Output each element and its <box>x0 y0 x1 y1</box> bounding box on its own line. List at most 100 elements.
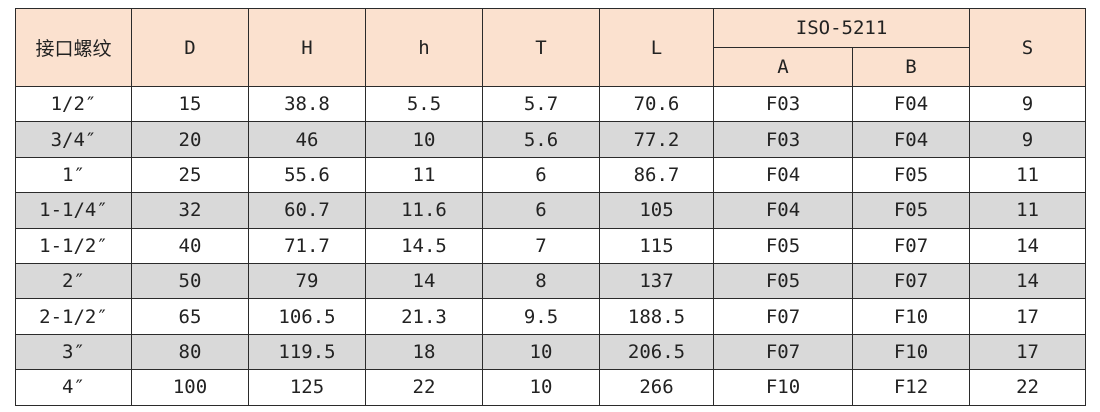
cell-thread: 3″ <box>15 333 132 371</box>
cell-iso-b: F05 <box>851 192 971 229</box>
cell-d: 32 <box>131 192 249 229</box>
cell-h-upper: 38.8 <box>248 85 366 123</box>
header-d: D <box>131 8 249 87</box>
cell-h-lower: 18 <box>365 333 483 371</box>
cell-thread: 1″ <box>15 156 132 194</box>
cell-h-lower: 14 <box>365 262 483 300</box>
cell-iso-a: F05 <box>713 262 853 300</box>
cell-s: 14 <box>969 227 1087 264</box>
cell-d: 40 <box>131 227 249 264</box>
cell-d: 50 <box>131 262 249 300</box>
header-a: A <box>713 47 853 87</box>
spec-table: 接口螺纹 D H h T L ISO-5211 S A B 1/2″ 15 38.8… <box>15 8 1087 406</box>
cell-t: 5.6 <box>482 121 600 158</box>
cell-s: 9 <box>969 85 1087 123</box>
table-row: 1/2″ 15 38.8 5.5 5.7 70.6 F03 F04 9 <box>15 85 1087 123</box>
cell-s: 11 <box>969 156 1087 194</box>
cell-t: 8 <box>482 262 600 300</box>
cell-h-lower: 10 <box>365 121 483 158</box>
cell-t: 9.5 <box>482 298 600 335</box>
cell-h-upper: 79 <box>248 262 366 300</box>
cell-l: 115 <box>599 227 714 264</box>
header-h-lower: h <box>365 8 483 87</box>
cell-iso-b: F12 <box>851 369 971 406</box>
table-row: 1″ 25 55.6 11 6 86.7 F04 F05 11 <box>15 156 1087 194</box>
cell-l: 77.2 <box>599 121 714 158</box>
cell-iso-a: F07 <box>713 333 853 371</box>
cell-l: 137 <box>599 262 714 300</box>
cell-h-upper: 119.5 <box>248 333 366 371</box>
cell-h-lower: 11.6 <box>365 192 483 229</box>
cell-h-upper: 106.5 <box>248 298 366 335</box>
cell-thread: 2″ <box>15 262 132 300</box>
cell-d: 20 <box>131 121 249 158</box>
table-row: 1-1/4″ 32 60.7 11.6 6 105 F04 F05 11 <box>15 192 1087 229</box>
header-iso-5211: ISO-5211 <box>712 8 971 48</box>
cell-t: 10 <box>482 369 600 406</box>
cell-iso-b: F07 <box>851 262 971 300</box>
header-b: B <box>851 47 971 87</box>
cell-h-lower: 11 <box>365 156 483 194</box>
cell-d: 100 <box>131 369 249 406</box>
cell-h-lower: 21.3 <box>365 298 483 335</box>
cell-thread: 1-1/4″ <box>15 192 132 229</box>
cell-h-upper: 55.6 <box>248 156 366 194</box>
cell-iso-a: F10 <box>713 369 853 406</box>
cell-iso-b: F05 <box>851 156 971 194</box>
cell-thread: 2-1/2″ <box>15 298 132 335</box>
cell-thread: 3/4″ <box>15 121 132 158</box>
cell-iso-b: F10 <box>851 298 971 335</box>
cell-s: 11 <box>969 192 1087 229</box>
cell-iso-a: F03 <box>713 121 853 158</box>
cell-l: 105 <box>599 192 714 229</box>
cell-d: 80 <box>131 333 249 371</box>
cell-iso-b: F10 <box>851 333 971 371</box>
cell-h-lower: 5.5 <box>365 85 483 123</box>
cell-h-lower: 14.5 <box>365 227 483 264</box>
cell-s: 14 <box>969 262 1087 300</box>
cell-thread: 4″ <box>15 369 132 406</box>
cell-s: 17 <box>969 298 1087 335</box>
cell-s: 9 <box>969 121 1087 158</box>
cell-h-upper: 125 <box>248 369 366 406</box>
cell-d: 65 <box>131 298 249 335</box>
cell-l: 70.6 <box>599 85 714 123</box>
cell-s: 17 <box>969 333 1087 371</box>
cell-d: 25 <box>131 156 249 194</box>
cell-thread: 1-1/2″ <box>15 227 132 264</box>
header-t: T <box>482 8 600 87</box>
cell-iso-a: F04 <box>713 156 853 194</box>
table-row: 4″ 100 125 22 10 266 F10 F12 22 <box>15 369 1087 406</box>
table-row: 3/4″ 20 46 10 5.6 77.2 F03 F04 9 <box>15 121 1087 158</box>
table-row: 1-1/2″ 40 71.7 14.5 7 115 F05 F07 14 <box>15 227 1087 264</box>
cell-h-lower: 22 <box>365 369 483 406</box>
table-row: 2-1/2″ 65 106.5 21.3 9.5 188.5 F07 F10 17 <box>15 298 1087 335</box>
cell-iso-b: F04 <box>851 85 971 123</box>
header-h-upper: H <box>248 8 366 87</box>
cell-h-upper: 71.7 <box>248 227 366 264</box>
cell-l: 206.5 <box>599 333 714 371</box>
cell-t: 6 <box>482 156 600 194</box>
cell-l: 86.7 <box>599 156 714 194</box>
header-l: L <box>599 8 714 87</box>
cell-s: 22 <box>969 369 1087 406</box>
cell-t: 6 <box>482 192 600 229</box>
cell-d: 15 <box>131 85 249 123</box>
cell-t: 10 <box>482 333 600 371</box>
cell-h-upper: 46 <box>248 121 366 158</box>
cell-h-upper: 60.7 <box>248 192 366 229</box>
table-row: 2″ 50 79 14 8 137 F05 F07 14 <box>15 262 1087 300</box>
cell-iso-b: F07 <box>851 227 971 264</box>
cell-iso-a: F05 <box>713 227 853 264</box>
spec-table-container: 接口螺纹 D H h T L ISO-5211 S A B 1/2″ 15 38.8… <box>15 8 1087 406</box>
cell-iso-a: F07 <box>713 298 853 335</box>
cell-l: 188.5 <box>599 298 714 335</box>
cell-iso-a: F04 <box>713 192 853 229</box>
cell-iso-a: F03 <box>713 85 853 123</box>
header-thread: 接口螺纹 <box>15 8 132 87</box>
table-header: 接口螺纹 D H h T L ISO-5211 S A B <box>15 8 1087 87</box>
table-row: 3″ 80 119.5 18 10 206.5 F07 F10 17 <box>15 333 1087 371</box>
table-body: 1/2″ 15 38.8 5.5 5.7 70.6 F03 F04 9 3/4″ 20 46 10 5.6… <box>15 85 1087 406</box>
header-s: S <box>969 8 1087 87</box>
cell-t: 5.7 <box>482 85 600 123</box>
